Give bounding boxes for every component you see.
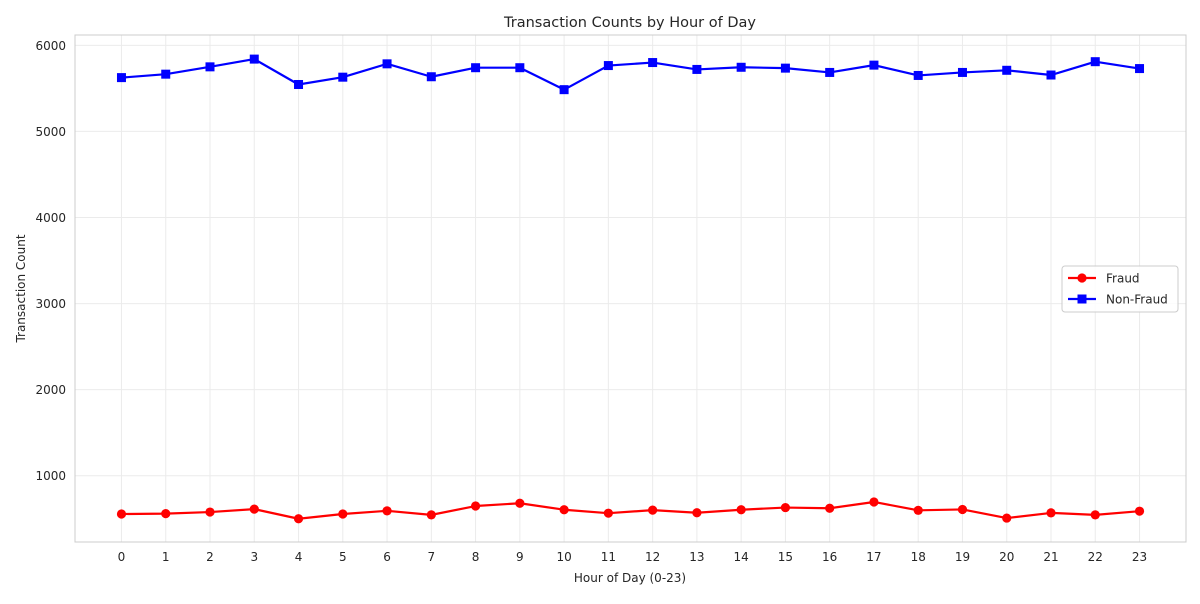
x-tick-label: 20 [999, 550, 1014, 564]
legend-item: Non-Fraud [1068, 293, 1168, 307]
x-tick-label: 5 [339, 550, 347, 564]
data-point [736, 62, 746, 72]
data-point [470, 501, 481, 511]
data-point [603, 508, 613, 518]
data-point [825, 67, 835, 77]
data-point [116, 73, 126, 83]
legend-marker [1077, 273, 1087, 283]
x-tick-label: 19 [955, 550, 970, 564]
data-point [293, 514, 304, 524]
legend-label: Non-Fraud [1106, 293, 1168, 307]
data-point [736, 505, 746, 515]
x-tick-label: 22 [1088, 550, 1103, 564]
data-point [1002, 65, 1012, 75]
x-tick-label: 21 [1043, 550, 1058, 564]
x-tick-label: 3 [250, 550, 258, 564]
y-tick-label: 1000 [35, 469, 66, 483]
x-tick-label: 8 [472, 550, 480, 564]
x-tick-label: 12 [645, 550, 660, 564]
x-tick-label: 11 [601, 550, 616, 564]
y-tick-label: 5000 [35, 125, 66, 139]
y-tick-label: 3000 [35, 297, 66, 311]
data-point [382, 506, 392, 516]
data-point [338, 72, 348, 82]
data-point [648, 505, 658, 515]
data-point [780, 63, 790, 73]
data-point [1046, 70, 1056, 80]
data-point [382, 59, 392, 69]
x-tick-label: 23 [1132, 550, 1147, 564]
data-point [338, 509, 348, 519]
y-tick-label: 6000 [35, 39, 66, 53]
data-point [1046, 508, 1056, 518]
data-point [249, 54, 259, 64]
data-point [1090, 510, 1100, 520]
x-tick-label: 1 [162, 550, 170, 564]
series-layer [116, 54, 1145, 524]
data-point [913, 505, 923, 515]
y-axis-ticks: 1000 2000 3000 4000 5000 6000 [35, 39, 66, 483]
x-axis-ticks: 0 1 2 3 4 5 6 7 8 9 10 11 12 13 14 15 16 17 18 19 20 21 22 23 [118, 550, 1148, 564]
data-point [471, 63, 481, 73]
y-tick-label: 4000 [35, 211, 66, 225]
data-point [515, 498, 525, 508]
x-tick-label: 4 [295, 550, 303, 564]
data-point [559, 505, 569, 515]
x-tick-label: 13 [689, 550, 704, 564]
x-tick-label: 7 [427, 550, 435, 564]
data-point [116, 509, 127, 519]
chart-title: Transaction Counts by Hour of Day [503, 15, 756, 31]
data-point [426, 72, 436, 82]
x-tick-label: 16 [822, 550, 837, 564]
data-point [692, 64, 702, 74]
series-line [121, 500, 1140, 520]
data-point [603, 61, 613, 71]
data-point [869, 497, 879, 507]
y-axis-label: Transaction Count [14, 234, 28, 343]
data-point [957, 67, 967, 77]
x-tick-label: 2 [206, 550, 214, 564]
data-point [515, 63, 525, 73]
data-point [205, 62, 215, 72]
data-point [913, 70, 923, 80]
x-tick-label: 14 [734, 550, 749, 564]
data-point [1002, 513, 1012, 523]
x-tick-label: 0 [118, 550, 126, 564]
data-point [780, 502, 791, 513]
legend: Fraud Non-Fraud [1061, 265, 1179, 313]
x-tick-label: 15 [778, 550, 793, 564]
legend-item: Fraud [1068, 272, 1140, 286]
data-point [249, 504, 259, 514]
data-point [825, 503, 835, 513]
x-tick-label: 9 [516, 550, 524, 564]
x-tick-label: 10 [556, 550, 571, 564]
data-point [426, 510, 436, 520]
data-point [1135, 64, 1145, 74]
data-point [692, 508, 702, 518]
x-tick-label: 6 [383, 550, 391, 564]
series-non-fraud [116, 54, 1145, 95]
series-line [121, 58, 1140, 91]
data-point [559, 85, 569, 95]
x-axis-label: Hour of Day (0-23) [574, 571, 686, 585]
plot-area-frame [74, 34, 1187, 543]
legend-label: Fraud [1106, 272, 1140, 286]
legend-marker [1077, 294, 1087, 304]
data-point [205, 507, 215, 517]
x-tick-label: 18 [911, 550, 926, 564]
data-point [1134, 506, 1145, 516]
data-point [957, 504, 968, 515]
series-fraud [116, 497, 1145, 524]
data-point [869, 60, 879, 70]
data-point [294, 79, 304, 89]
data-point [1090, 57, 1100, 67]
data-point [648, 58, 658, 68]
grid [75, 35, 1186, 542]
data-point [161, 69, 171, 79]
y-tick-label: 2000 [35, 383, 66, 397]
data-point [161, 508, 171, 519]
x-tick-label: 17 [866, 550, 881, 564]
